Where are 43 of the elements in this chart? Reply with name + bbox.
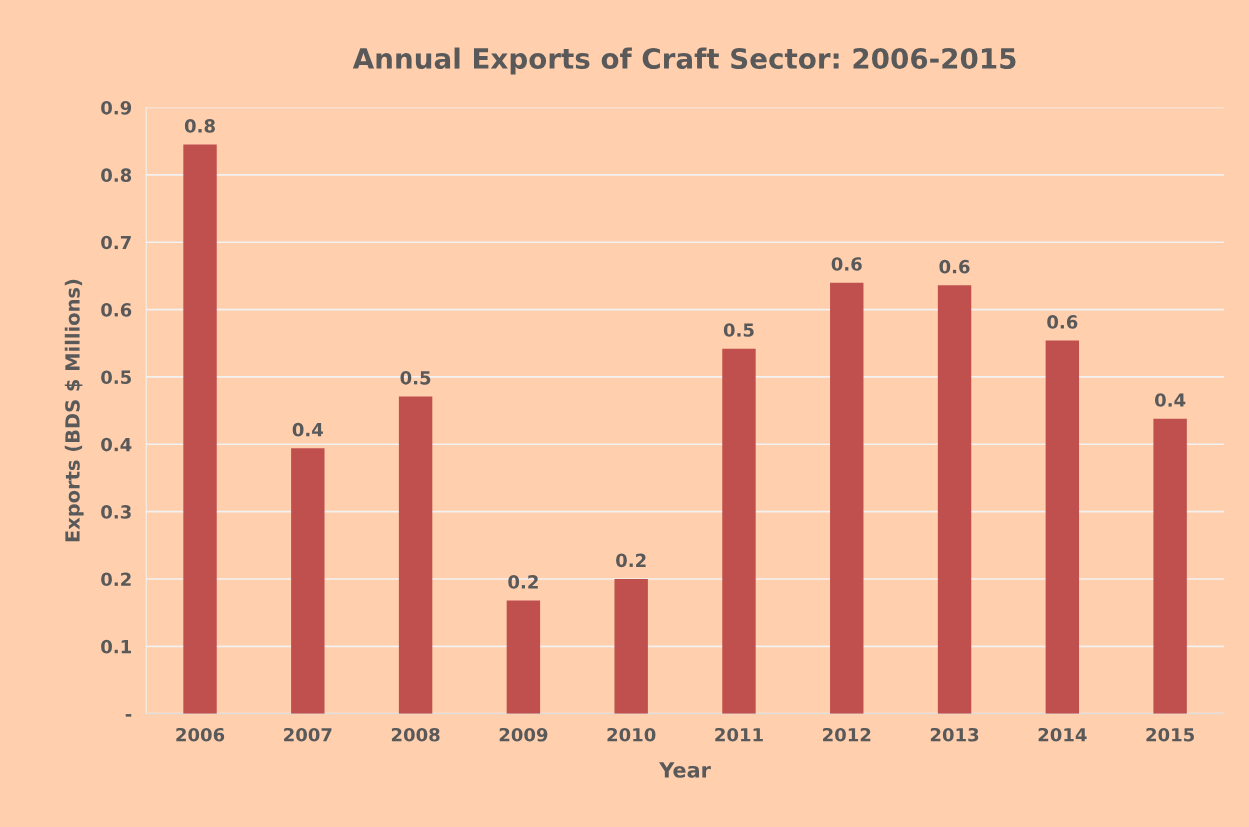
chart-title: Annual Exports of Craft Sector: 2006-2015 bbox=[352, 47, 1016, 75]
data-label: 0.4 bbox=[292, 422, 323, 437]
bar bbox=[937, 285, 972, 714]
bar bbox=[830, 282, 864, 714]
bar bbox=[398, 396, 433, 714]
data-label: 0.5 bbox=[723, 323, 754, 337]
bar bbox=[291, 448, 325, 714]
x-tick-label: 2015 bbox=[1146, 727, 1194, 742]
y-tick-label: 0.8 bbox=[101, 168, 132, 182]
x-tick-label: 2007 bbox=[284, 727, 332, 742]
data-label: 0.4 bbox=[1155, 393, 1186, 407]
data-label: 0.5 bbox=[400, 370, 431, 385]
x-tick-label: 2008 bbox=[391, 727, 440, 742]
x-axis-title: Year bbox=[659, 762, 711, 778]
y-tick-label: 0.1 bbox=[101, 639, 131, 654]
bar bbox=[614, 578, 648, 714]
data-label: 0.2 bbox=[616, 553, 646, 568]
y-tick-label: 0.2 bbox=[101, 572, 131, 587]
bar bbox=[1153, 418, 1187, 714]
y-tick-label: 0.6 bbox=[101, 303, 132, 317]
y-tick-label: 0.4 bbox=[101, 437, 132, 452]
y-tick-label: 0.9 bbox=[101, 100, 132, 115]
data-label: 0.2 bbox=[508, 575, 538, 589]
bar bbox=[1045, 340, 1080, 714]
x-tick-label: 2013 bbox=[930, 727, 979, 742]
y-tick-label: 0.7 bbox=[101, 235, 131, 250]
data-label: 0.6 bbox=[1047, 315, 1078, 329]
x-tick-label: 2006 bbox=[176, 727, 225, 742]
x-tick-label: 2012 bbox=[823, 727, 871, 742]
x-tick-label: 2009 bbox=[499, 727, 548, 742]
data-label: 0.6 bbox=[939, 259, 970, 274]
y-tick-label: 0.5 bbox=[101, 370, 131, 385]
bar bbox=[506, 600, 541, 714]
data-label: 0.6 bbox=[831, 257, 862, 271]
y-tick-label: - bbox=[125, 714, 132, 717]
y-tick-label: 0.3 bbox=[101, 505, 131, 519]
x-tick-label: 2011 bbox=[715, 727, 763, 742]
y-axis-title: Exports (BDS $ Millions) bbox=[64, 279, 84, 542]
bar bbox=[722, 348, 756, 714]
x-tick-label: 2010 bbox=[607, 727, 656, 742]
data-label: 0.8 bbox=[184, 119, 215, 133]
x-tick-label: 2014 bbox=[1038, 727, 1087, 742]
bar bbox=[183, 144, 217, 714]
